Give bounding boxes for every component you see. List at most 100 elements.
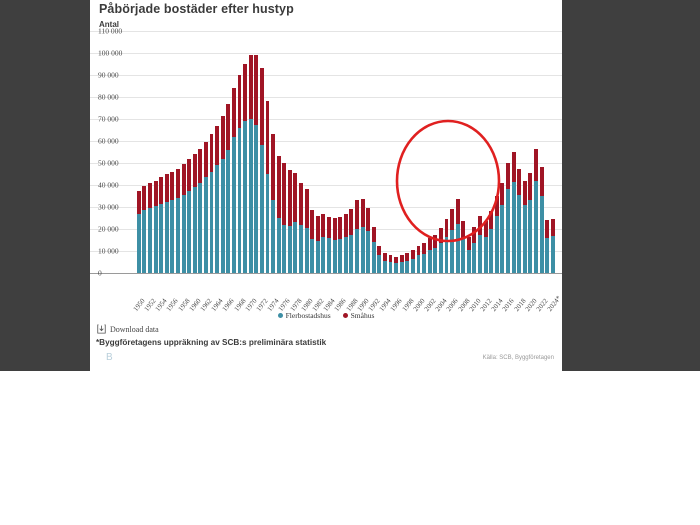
bar-column[interactable] <box>203 31 209 273</box>
legend-label: Flerbostadshus <box>285 311 331 320</box>
bar-segment-smahus <box>438 227 443 244</box>
bar-segment-flerbostadshus <box>299 224 303 273</box>
bar-segment-smahus <box>500 182 505 205</box>
y-axis-tick-label: 90 000 <box>98 70 119 80</box>
bar-segment-flerbostadshus <box>215 165 220 273</box>
bar-column[interactable] <box>242 31 248 273</box>
bar-column[interactable] <box>522 31 528 273</box>
bar-segment-smahus <box>399 254 404 262</box>
bar-segment-flerbostadshus <box>517 194 522 273</box>
bar-column[interactable] <box>332 31 338 273</box>
bar-column[interactable] <box>466 31 472 273</box>
bar-segment-smahus <box>472 226 477 244</box>
bar-column[interactable] <box>153 31 159 273</box>
bar-column[interactable] <box>539 31 545 273</box>
bar-column[interactable] <box>293 31 299 273</box>
bar-segment-flerbostadshus <box>349 234 354 273</box>
bar-column[interactable] <box>298 31 304 273</box>
bar-segment-flerbostadshus <box>327 237 331 273</box>
bar-column[interactable] <box>500 31 506 273</box>
bar-segment-smahus <box>349 209 354 235</box>
bar-column[interactable] <box>158 31 164 273</box>
bar-column[interactable] <box>265 31 271 273</box>
bar-segment-flerbostadshus <box>405 260 410 273</box>
bar-column[interactable] <box>382 31 388 273</box>
bar-column[interactable] <box>343 31 349 273</box>
bar-column[interactable] <box>544 31 550 273</box>
bar-column[interactable] <box>427 31 433 273</box>
bar-column[interactable] <box>349 31 355 273</box>
bar-column[interactable] <box>388 31 394 273</box>
bar-column[interactable] <box>186 31 192 273</box>
bar-column[interactable] <box>304 31 310 273</box>
bar-column[interactable] <box>533 31 539 273</box>
bar-column[interactable] <box>192 31 198 273</box>
bar-column[interactable] <box>528 31 534 273</box>
bar-column[interactable] <box>270 31 276 273</box>
bar-column[interactable] <box>315 31 321 273</box>
y-axis-tick-label: 0 <box>98 268 102 278</box>
bar-column[interactable] <box>416 31 422 273</box>
bar-segment-flerbostadshus <box>170 200 175 273</box>
bar-column[interactable] <box>281 31 287 273</box>
bar-segment-smahus <box>304 189 309 228</box>
bar-column[interactable] <box>309 31 315 273</box>
bar-column[interactable] <box>237 31 243 273</box>
bar-column[interactable] <box>393 31 399 273</box>
bar-segment-smahus <box>187 158 192 191</box>
bar-segment-flerbostadshus <box>466 249 471 273</box>
y-axis-unit-label: Antal <box>99 20 119 29</box>
bar-column[interactable] <box>170 31 176 273</box>
bar-column[interactable] <box>175 31 181 273</box>
bar-column[interactable] <box>231 31 237 273</box>
bar-column[interactable] <box>259 31 265 273</box>
bar-column[interactable] <box>354 31 360 273</box>
bar-column[interactable] <box>410 31 416 273</box>
bar-column[interactable] <box>326 31 332 273</box>
bar-segment-flerbostadshus <box>304 227 309 273</box>
bar-column[interactable] <box>136 31 142 273</box>
chart-panel: Påbörjade bostäder efter hustyp Antal 0 1… <box>90 0 563 371</box>
bar-column[interactable] <box>226 31 232 273</box>
bar-segment-flerbostadshus <box>478 234 482 273</box>
bar-column[interactable] <box>360 31 366 273</box>
bar-column[interactable] <box>164 31 170 273</box>
legend-item[interactable]: Flerbostadshus <box>277 311 331 320</box>
y-axis-tick-label: 80 000 <box>98 92 119 102</box>
bar-column[interactable] <box>321 31 327 273</box>
legend-item[interactable]: Småhus <box>342 311 375 320</box>
download-data-link[interactable]: Download data <box>97 324 159 334</box>
bar-column[interactable] <box>505 31 511 273</box>
bar-column[interactable] <box>516 31 522 273</box>
bar-segment-smahus <box>483 221 488 237</box>
bar-column[interactable] <box>253 31 259 273</box>
bar-segment-flerbostadshus <box>315 241 320 273</box>
gridline <box>90 207 562 208</box>
gridline <box>90 185 562 186</box>
bar-segment-smahus <box>511 152 516 182</box>
bar-column[interactable] <box>214 31 220 273</box>
bar-column[interactable] <box>405 31 411 273</box>
bar-column[interactable] <box>276 31 282 273</box>
bar-segment-flerbostadshus <box>472 243 477 273</box>
bar-segment-flerbostadshus <box>450 230 454 273</box>
bar-column[interactable] <box>142 31 148 273</box>
bar-column[interactable] <box>399 31 405 273</box>
bar-column[interactable] <box>248 31 254 273</box>
bar-column[interactable] <box>198 31 204 273</box>
legend-label: Småhus <box>350 311 375 320</box>
bar-column[interactable] <box>209 31 215 273</box>
bar-column[interactable] <box>421 31 427 273</box>
bar-column[interactable] <box>377 31 383 273</box>
bar-column[interactable] <box>550 31 556 273</box>
bar-column[interactable] <box>511 31 517 273</box>
bar-column[interactable] <box>147 31 153 273</box>
bar-column[interactable] <box>371 31 377 273</box>
bar-column[interactable] <box>220 31 226 273</box>
bar-segment-flerbostadshus <box>136 213 141 273</box>
bar-column[interactable] <box>181 31 187 273</box>
bar-column[interactable] <box>365 31 371 273</box>
bar-segment-flerbostadshus <box>159 203 164 273</box>
bar-column[interactable] <box>337 31 343 273</box>
bar-column[interactable] <box>287 31 293 273</box>
